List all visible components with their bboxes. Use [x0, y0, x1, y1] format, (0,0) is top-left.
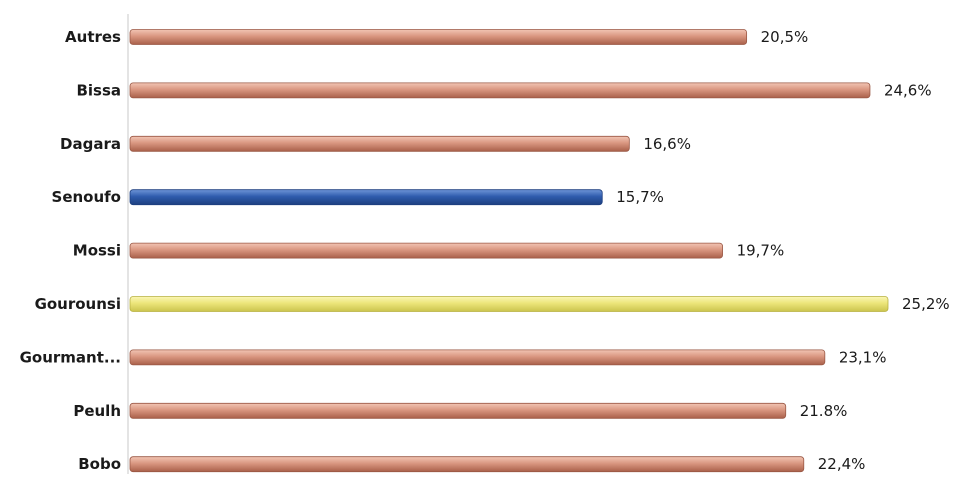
category-label-gourmant: Gourmant... — [20, 348, 121, 366]
category-label-gourounsi: Gourounsi — [35, 295, 121, 313]
value-label-bissa: 24,6% — [884, 81, 932, 99]
value-label-bobo: 22,4% — [818, 455, 866, 473]
category-label-peulh: Peulh — [73, 402, 121, 420]
bar-bissa — [129, 82, 871, 99]
category-label-autres: Autres — [65, 28, 121, 46]
category-label-dagara: Dagara — [60, 135, 121, 153]
value-label-gourounsi: 25,2% — [902, 295, 950, 313]
bar-peulh — [129, 402, 787, 419]
bar-autres — [129, 29, 748, 45]
value-label-peulh: 21.8% — [800, 402, 848, 420]
bars-group: Autres 20,5% Bissa 24,6% Dagara 16,6% Senoufo 1… — [20, 28, 950, 473]
value-label-mossi: 19,7% — [737, 242, 785, 260]
value-label-senoufo: 15,7% — [616, 188, 664, 206]
category-label-senoufo: Senoufo — [52, 188, 121, 206]
category-label-mossi: Mossi — [73, 242, 121, 260]
value-label-autres: 20,5% — [761, 28, 809, 46]
value-label-dagara: 16,6% — [643, 135, 691, 153]
bar-mossi — [129, 242, 723, 259]
bar-senoufo — [129, 189, 603, 206]
category-label-bissa: Bissa — [76, 81, 121, 99]
bar-dagara — [129, 135, 630, 152]
bar-gourmant — [129, 349, 826, 366]
category-label-bobo: Bobo — [78, 455, 121, 473]
bar-gourounsi — [129, 296, 889, 312]
value-label-gourmant: 23,1% — [839, 348, 887, 366]
bar-bobo — [129, 456, 805, 473]
